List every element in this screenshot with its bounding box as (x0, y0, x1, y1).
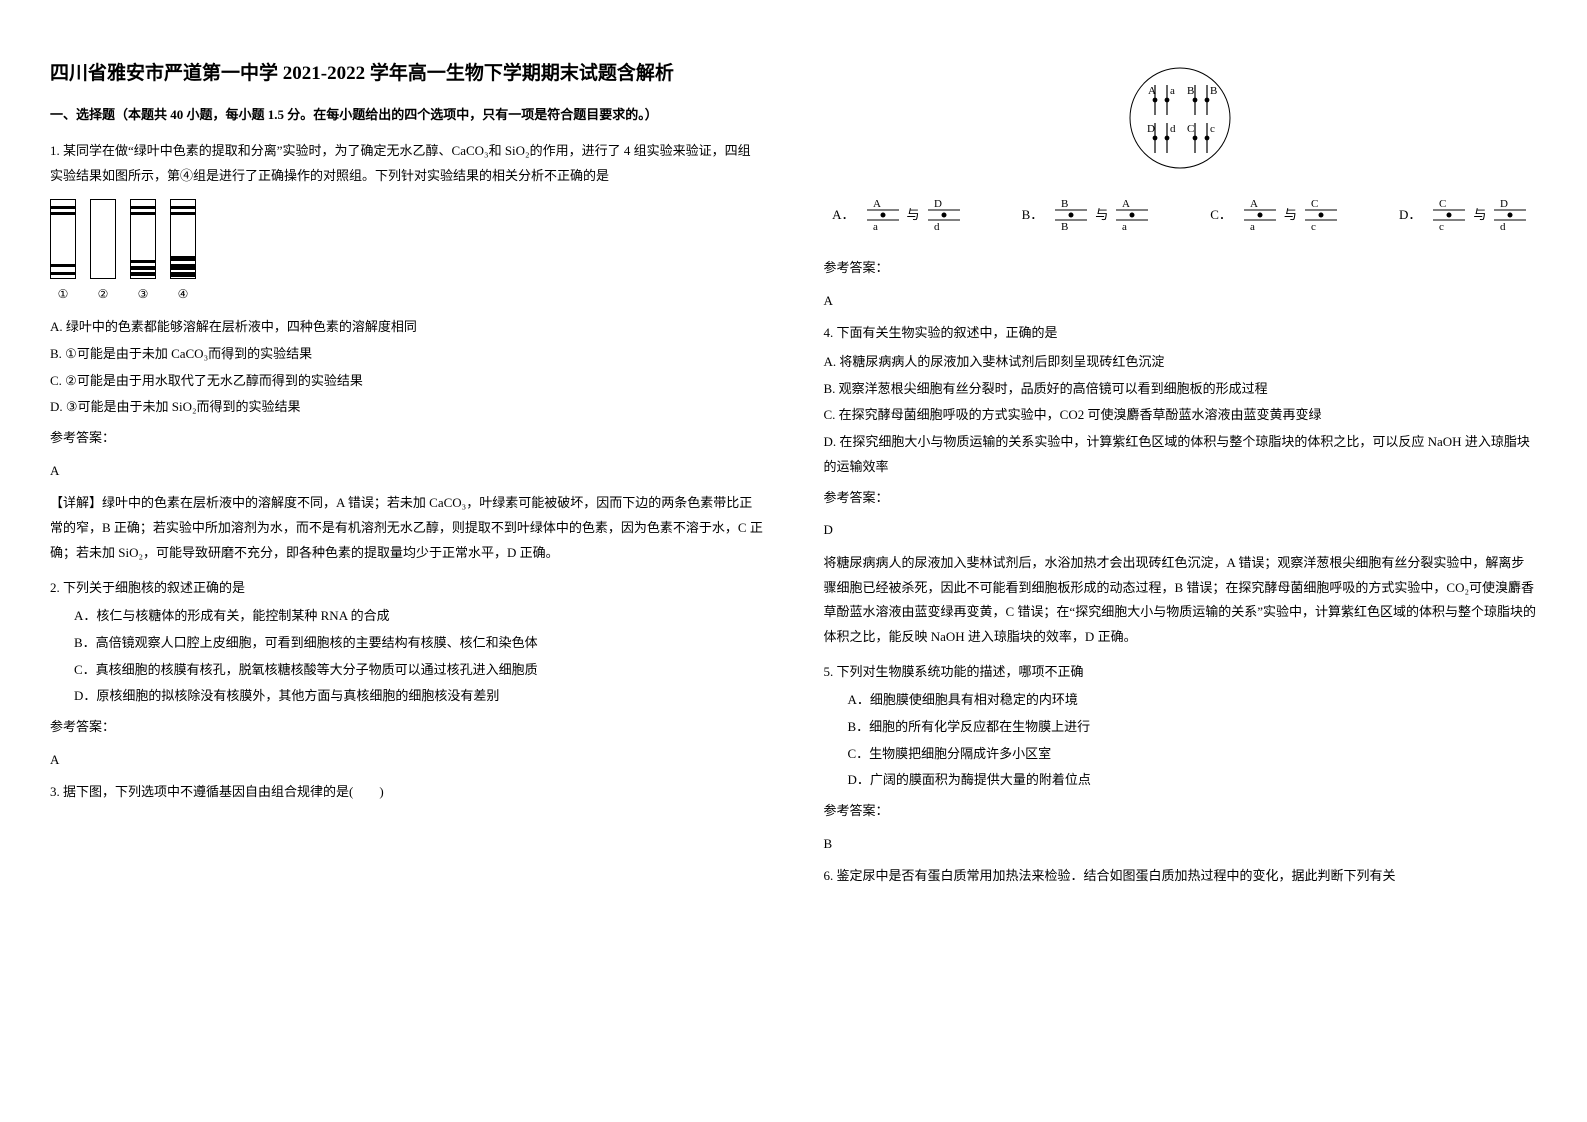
q1-option-d: D. ③可能是由于未加 SiO₂而得到的实验结果 (50, 395, 764, 420)
strip: ① (50, 199, 76, 306)
q4-option-d: D. 在探究细胞大小与物质运输的关系实验中，计算紫红色区域的体积与整个琼脂块的体… (824, 430, 1538, 479)
svg-text:a: a (1250, 221, 1255, 232)
svg-text:D: D (934, 198, 942, 210)
svg-text:B: B (1187, 85, 1194, 97)
question-1: 1. 某同学在做“绿叶中色素的提取和分离”实验时，为了确定无水乙醇、CaCO₃和… (50, 139, 764, 565)
question-5: 5. 下列对生物膜系统功能的描述，哪项不正确 A．细胞膜使细胞具有相对稳定的内环… (824, 660, 1538, 857)
svg-text:B: B (1210, 85, 1217, 97)
question-2-text: 2. 下列关于细胞核的叙述正确的是 (50, 576, 764, 601)
answer-label: 参考答案： (50, 426, 764, 451)
answer-label: 参考答案： (824, 256, 1538, 281)
question-1-text: 1. 某同学在做“绿叶中色素的提取和分离”实验时，为了确定无水乙醇、CaCO₃和… (50, 139, 764, 188)
svg-text:D: D (1500, 198, 1508, 210)
q5-answer: B (824, 832, 1538, 857)
q4-explanation: 将糖尿病病人的尿液加入斐林试剂后，水浴加热才会出现砖红色沉淀，A 错误；观察洋葱… (824, 551, 1538, 650)
svg-text:C: C (1311, 198, 1318, 210)
question-6: 6. 鉴定尿中是否有蛋白质常用加热法来检验．结合如图蛋白质加热过程中的变化，据此… (824, 864, 1538, 889)
q2-option-d: D．原核细胞的拟核除没有核膜外，其他方面与真核细胞的细胞核没有差别 (74, 684, 764, 709)
question-2: 2. 下列关于细胞核的叙述正确的是 A．核仁与核糖体的形成有关，能控制某种 RN… (50, 576, 764, 773)
q5-option-a: A．细胞膜使细胞具有相对稳定的内环境 (848, 688, 1538, 713)
q3-option-b: B．BB与Aa (1022, 198, 1151, 232)
left-column: 四川省雅安市严道第一中学 2021-2022 学年高一生物下学期期末试题含解析 … (50, 60, 764, 897)
q3-option-a: A．Aa与Dd (832, 198, 961, 232)
q1-answer: A (50, 459, 764, 484)
q2-option-a: A．核仁与核糖体的形成有关，能控制某种 RNA 的合成 (74, 604, 764, 629)
right-column: A a B B D d C c A．Aa与Dd B．BB与Aa C．Aa与Cc D．C… (824, 60, 1538, 897)
q4-option-b: B. 观察洋葱根尖细胞有丝分裂时，品质好的高倍镜可以看到细胞板的形成过程 (824, 377, 1538, 402)
q5-option-c: C．生物膜把细胞分隔成许多小区室 (848, 742, 1538, 767)
svg-text:d: d (1500, 221, 1506, 232)
svg-text:B: B (1061, 198, 1068, 210)
question-3-text: 3. 据下图，下列选项中不遵循基因自由组合规律的是( ) (50, 780, 764, 805)
question-3-stem: 3. 据下图，下列选项中不遵循基因自由组合规律的是( ) (50, 780, 764, 805)
section-header: 一、选择题（本题共 40 小题，每小题 1.5 分。在每小题给出的四个选项中，只… (50, 103, 764, 128)
q5-option-b: B．细胞的所有化学反应都在生物膜上进行 (848, 715, 1538, 740)
answer-label: 参考答案： (50, 715, 764, 740)
svg-text:A: A (873, 198, 881, 210)
question-4-text: 4. 下面有关生物实验的叙述中，正确的是 (824, 321, 1538, 346)
q5-option-d: D．广阔的膜面积为酶提供大量的附着位点 (848, 768, 1538, 793)
strip: ④ (170, 199, 196, 306)
q3-options: A．Aa与Dd B．BB与Aa C．Aa与Cc D．Cc与Dd (824, 198, 1538, 232)
q1-option-c: C. ②可能是由于用水取代了无水乙醇而得到的实验结果 (50, 369, 764, 394)
answer-label: 参考答案： (824, 486, 1538, 511)
svg-text:A: A (1250, 198, 1258, 210)
q3-answer: A (824, 289, 1538, 314)
svg-text:c: c (1210, 123, 1215, 135)
strip: ② (90, 199, 116, 306)
q2-answer: A (50, 748, 764, 773)
svg-text:a: a (873, 221, 878, 232)
q2-option-b: B．高倍镜观察人口腔上皮细胞，可看到细胞核的主要结构有核膜、核仁和染色体 (74, 631, 764, 656)
svg-text:c: c (1311, 221, 1316, 232)
svg-text:d: d (934, 221, 940, 232)
q4-option-a: A. 将糖尿病病人的尿液加入斐林试剂后即刻呈现砖红色沉淀 (824, 350, 1538, 375)
svg-text:D: D (1147, 123, 1155, 135)
question-6-text: 6. 鉴定尿中是否有蛋白质常用加热法来检验．结合如图蛋白质加热过程中的变化，据此… (824, 864, 1538, 889)
svg-text:c: c (1439, 221, 1444, 232)
svg-text:A: A (1148, 85, 1156, 97)
svg-text:A: A (1122, 198, 1130, 210)
chromosome-circle-diagram: A a B B D d C c (1100, 60, 1260, 180)
svg-text:a: a (1170, 85, 1175, 97)
answer-label: 参考答案： (824, 799, 1538, 824)
svg-text:C: C (1439, 198, 1446, 210)
svg-text:a: a (1122, 221, 1127, 232)
svg-text:B: B (1061, 221, 1068, 232)
q1-option-a: A. 绿叶中的色素都能够溶解在层析液中，四种色素的溶解度相同 (50, 315, 764, 340)
q1-explanation: 【详解】绿叶中的色素在层析液中的溶解度不同，A 错误；若未加 CaCO₃，叶绿素… (50, 491, 764, 565)
q3-option-d: D．Cc与Dd (1399, 198, 1528, 232)
svg-text:C: C (1187, 123, 1194, 135)
q3-option-c: C．Aa与Cc (1210, 198, 1339, 232)
q2-option-c: C．真核细胞的核膜有核孔，脱氧核糖核酸等大分子物质可以通过核孔进入细胞质 (74, 658, 764, 683)
q1-option-b: B. ①可能是由于未加 CaCO₃而得到的实验结果 (50, 342, 764, 367)
document-title: 四川省雅安市严道第一中学 2021-2022 学年高一生物下学期期末试题含解析 (50, 60, 764, 89)
q4-option-c: C. 在探究酵母菌细胞呼吸的方式实验中，CO2 可使溴麝香草酚蓝水溶液由蓝变黄再… (824, 403, 1538, 428)
svg-text:d: d (1170, 123, 1176, 135)
question-5-text: 5. 下列对生物膜系统功能的描述，哪项不正确 (824, 660, 1538, 685)
strip: ③ (130, 199, 156, 306)
q4-answer: D (824, 518, 1538, 543)
question-4: 4. 下面有关生物实验的叙述中，正确的是 A. 将糖尿病病人的尿液加入斐林试剂后… (824, 321, 1538, 649)
chromatography-diagram: ①②③④ (50, 199, 764, 306)
